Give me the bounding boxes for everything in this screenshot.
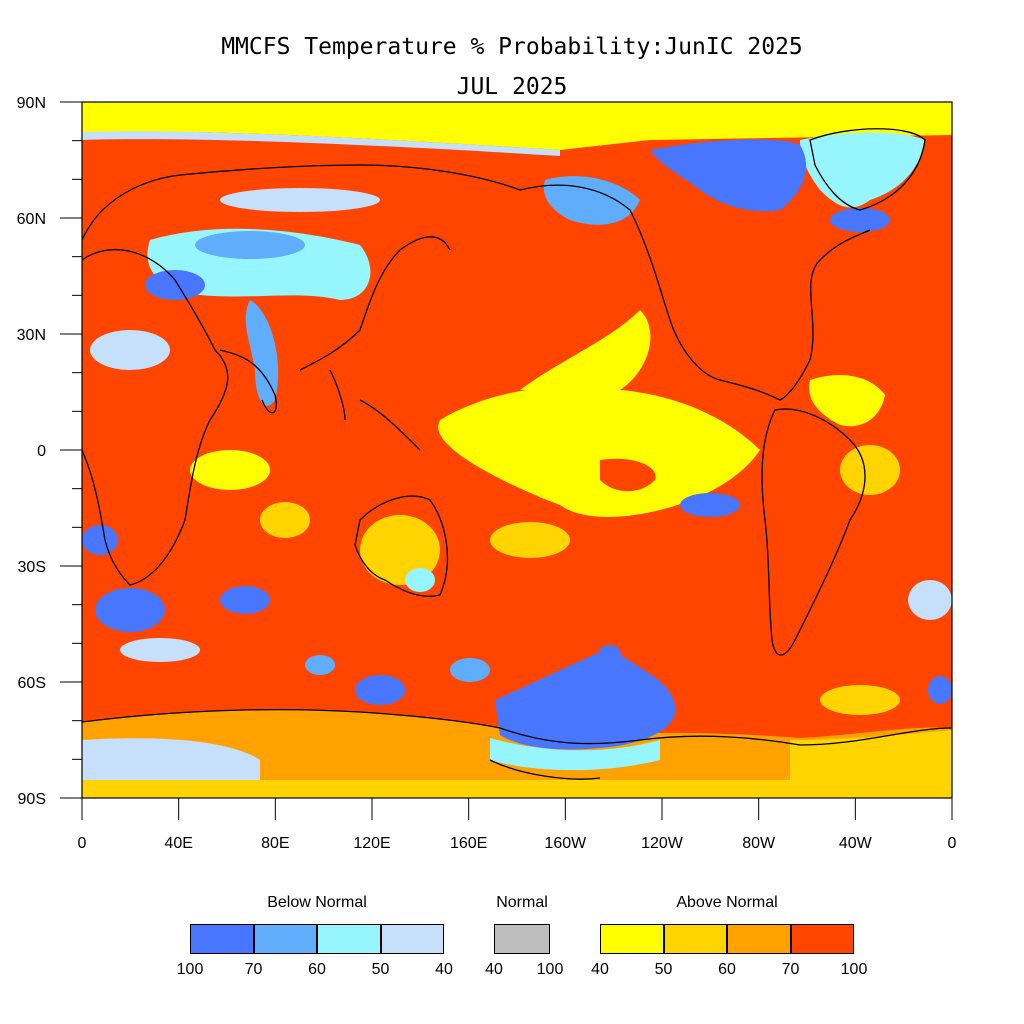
above-normal-tick-label: 40 [591,961,609,978]
lat-label: 30N [17,327,46,344]
lat-label: 90N [17,95,46,112]
so-cold-4 [305,655,335,675]
so-cold-1 [95,588,165,632]
lat-label: 90S [18,791,46,808]
eurasia-cold-west [145,270,205,300]
above-normal-swatch [790,924,854,954]
east-pacific-cold [680,493,740,517]
eurasia-cold-core [195,231,305,259]
greenland-cold [800,132,925,208]
lat-label: 60S [18,675,46,692]
normal-swatch [494,924,550,954]
india-cold [245,300,279,406]
longitude-axis: 0 40E 80E 120E 160E 160W 120W 80W 40W 0 [78,798,957,852]
mideast-light [90,330,170,370]
below-normal-tick-label: 70 [244,961,263,978]
s-atlantic-warm [840,445,900,495]
lat-label: 30S [18,559,46,576]
lon-label: 160E [450,835,487,852]
australia-cold [405,568,435,592]
above-normal-swatch [727,924,791,954]
so-cold-3 [355,675,405,705]
legend-normal-title: Normal [496,894,548,911]
s-atlantic-light [908,580,952,620]
below-normal-tick-label: 60 [308,961,326,978]
alaska-cold [543,176,640,225]
so-warm-1 [820,685,900,715]
so-cold-2 [220,586,270,614]
map-subtitle: JUL 2025 [456,74,568,100]
s-africa-cold [82,525,118,555]
below-normal-swatch [253,924,317,954]
lon-label: 40E [164,835,192,852]
above-normal-swatch [600,924,664,954]
coastlines [82,128,952,780]
indian-ocean-warm-2 [260,502,310,538]
tropical-pacific-warm [438,386,760,517]
above-normal-tick-label: 60 [718,961,736,978]
above-normal-swatch [663,924,727,954]
tropical-pacific-hot [600,458,656,492]
normal-tick-label: 40 [485,961,503,978]
below-normal-tick-label: 100 [176,961,204,978]
below-normal-tick-label: 50 [371,961,390,978]
sc-pacific-warm [490,522,570,558]
canada-arctic-cold [650,139,807,212]
arctic-edge [82,131,560,156]
australia-warm [360,515,440,585]
so-cold-6 [928,676,952,704]
lon-label: 40W [839,835,873,852]
lon-label: 0 [948,835,957,852]
lon-label: 80W [742,835,776,852]
lon-label: 80E [261,835,289,852]
below-normal-tick-label: 40 [435,961,453,978]
below-normal-swatch [317,924,381,954]
latitude-axis: 90N 60N 30N 0 30S 60S 90S [17,95,82,808]
normal-tick-label: 100 [536,961,564,978]
lon-label: 120E [353,835,390,852]
ross-sea-lobe [600,645,622,665]
lat-label: 60N [17,211,46,228]
below-normal-swatch [190,924,254,954]
lat-label: 0 [37,443,46,460]
legend-above-title: Above Normal [676,894,778,911]
ne-pacific-warm [520,310,651,390]
antarctic-east [790,730,952,780]
siberia-light [220,188,380,212]
map-field [82,102,952,798]
legend-below-title: Below Normal [267,894,367,911]
above-normal-tick-label: 100 [840,961,868,978]
ross-sea-edge [490,738,660,771]
so-cold-5 [450,658,490,682]
below-normal-swatch [380,924,444,954]
greenland-south-cold [830,208,890,232]
probability-map: 90N 60N 30N 0 30S 60S 90S 0 40E 80E 120E 160E 160W 1… [17,95,957,852]
ross-sea-cold [495,648,676,750]
map-title: MMCFS Temperature % Probability:JunIC 20… [221,34,803,60]
lon-label: 0 [78,835,87,852]
so-light-1 [120,638,200,662]
antarctic-bottom [82,780,952,798]
lon-label: 120W [641,835,684,852]
atlantic-warm [809,375,885,427]
arctic-band [82,102,952,150]
above-normal-tick-label: 50 [654,961,673,978]
above-normal-tick-label: 70 [781,961,800,978]
lon-label: 160W [544,835,587,852]
indian-ocean-warm [190,450,270,490]
